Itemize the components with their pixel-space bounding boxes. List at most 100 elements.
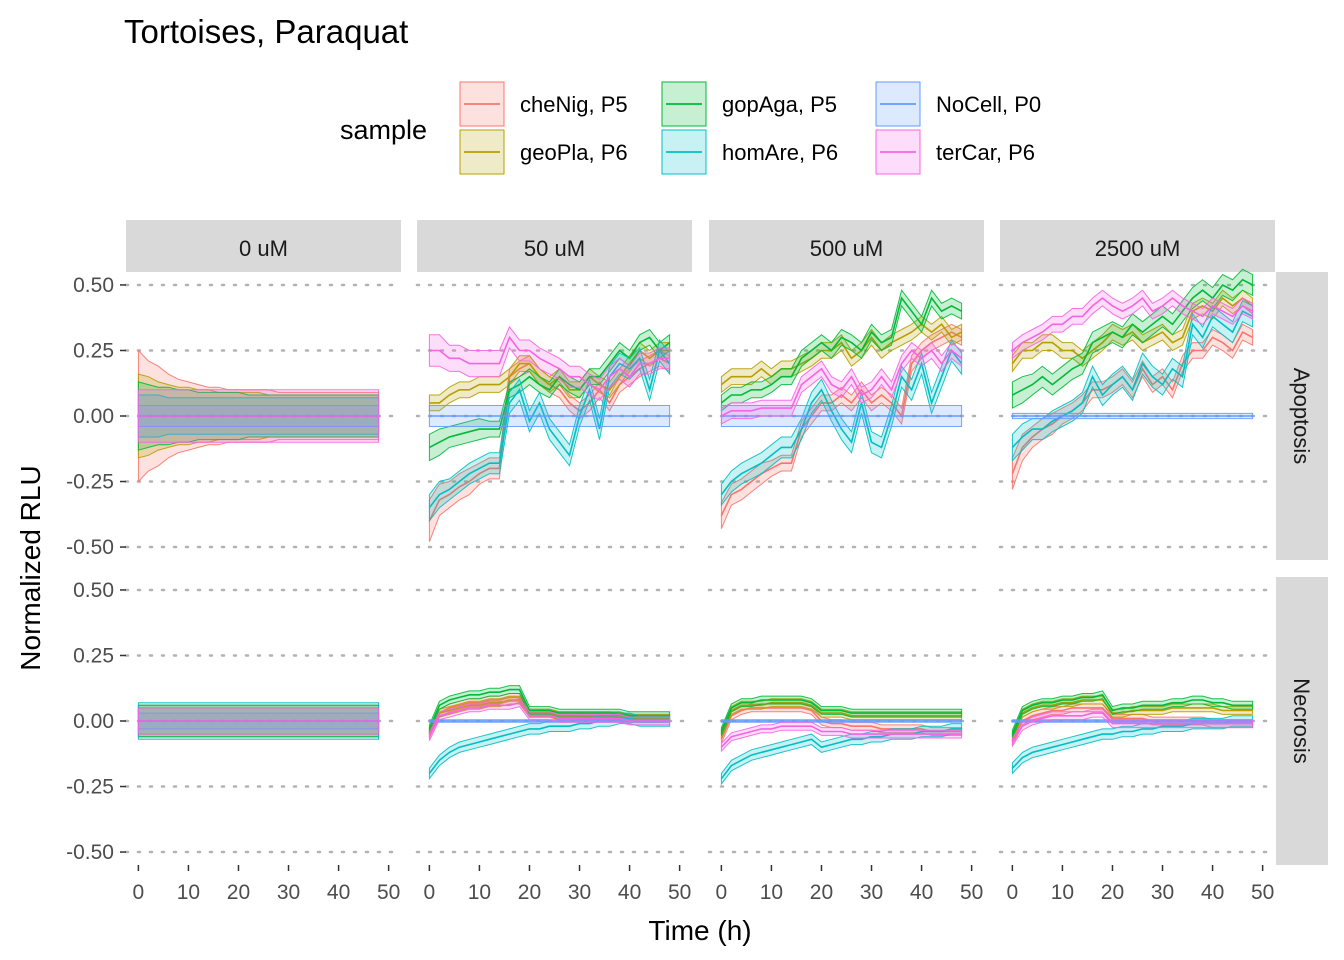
y-tick-label: -0.50 [66, 536, 114, 559]
line-homare-p6 [720, 728, 962, 780]
x-tick-label: 10 [177, 881, 200, 904]
x-tick-label: 0 [424, 881, 436, 904]
x-tick-label: 30 [860, 881, 883, 904]
chart-title: Tortoises, Paraquat [124, 13, 408, 50]
legend-label: NoCell, P0 [936, 92, 1041, 117]
ribbon-tercar-p6 [720, 721, 963, 753]
line-tercar-p6 [428, 701, 670, 738]
legend-item-nocell-p0: NoCell, P0 [875, 81, 1041, 127]
series-nocell-p0 [720, 405, 963, 427]
legend-title: sample [340, 115, 427, 145]
line-geopla-p6 [1011, 699, 1253, 738]
x-tick-label: 0 [1007, 881, 1019, 904]
y-tick-label: -0.50 [66, 841, 114, 864]
x-tick-label: 20 [227, 881, 250, 904]
ribbon-gopaga-p5 [1011, 268, 1254, 409]
x-tick-label: 30 [1151, 881, 1174, 904]
legend-entries: cheNig, P5 geoPla, P6 gopAga, P5 homAre, P6… [459, 81, 1041, 175]
line-chenig-p5 [720, 707, 962, 740]
ribbon-geopla-p6 [720, 315, 963, 394]
series-tercar-p6 [137, 389, 380, 443]
series-tercar-p6 [720, 721, 963, 753]
x-tick-label: 30 [568, 881, 591, 904]
panel-0-um-necrosis [124, 588, 403, 854]
line-tercar-p6 [1011, 296, 1253, 352]
series-nocell-p0 [1011, 412, 1254, 420]
legend-item-homare-p6: homAre, P6 [661, 129, 838, 175]
x-tick-label: 40 [618, 881, 641, 904]
series-gopaga-p5 [720, 695, 963, 736]
legend-label: homAre, P6 [722, 140, 838, 165]
series-tercar-p6 [428, 325, 671, 401]
ribbon-chenig-p5 [720, 323, 963, 529]
series-nocell-p0 [428, 405, 671, 427]
panel-50-um-apoptosis [415, 283, 694, 549]
line-gopaga-p5 [428, 688, 670, 730]
ribbon-tercar-p6 [428, 698, 671, 741]
x-tick-label: 10 [468, 881, 491, 904]
strip-label-500-um: 500 uM [810, 236, 883, 261]
series-nocell-p0 [720, 719, 963, 723]
x-tick-label: 40 [910, 881, 933, 904]
x-tick-label: 30 [277, 881, 300, 904]
strip-label-2500-um: 2500 uM [1095, 236, 1181, 261]
legend-item-chenig-p5: cheNig, P5 [459, 81, 628, 127]
x-tick-label: 40 [1201, 881, 1224, 904]
series-tercar-p6 [720, 341, 963, 425]
x-tick-label: 0 [716, 881, 728, 904]
line-gopaga-p5 [720, 296, 962, 404]
line-tercar-p6 [721, 349, 963, 417]
strip-50-um [417, 220, 692, 272]
x-tick-label: 20 [810, 881, 833, 904]
series-tercar-p6 [428, 698, 671, 741]
ribbon-gopaga-p5 [720, 695, 963, 736]
strip-label-apoptosis: Apoptosis [1289, 368, 1314, 465]
series-tercar-p6 [137, 707, 380, 735]
x-tick-label: 50 [668, 881, 691, 904]
series-tercar-p6 [1011, 289, 1254, 360]
x-tick-label: 0 [133, 881, 145, 904]
strip-label-50-um: 50 uM [524, 236, 585, 261]
line-homare-p6 [428, 348, 671, 509]
facet-column-strips: 0 uM 50 uM 500 uM 2500 uM [126, 220, 1275, 272]
series-nocell-p0 [428, 719, 671, 723]
panel-500-um-necrosis [707, 588, 986, 854]
y-tick-label: 0.25 [73, 339, 114, 362]
legend-label: terCar, P6 [936, 140, 1035, 165]
y-axis-title: Normalized RLU [15, 465, 46, 670]
panel-2500-um-apoptosis [998, 268, 1277, 549]
strip-500-um [709, 220, 984, 272]
line-tercar-p6 [1011, 712, 1253, 743]
series-homare-p6 [720, 338, 963, 507]
line-tercar-p6 [429, 335, 670, 391]
x-tick-label: 20 [518, 881, 541, 904]
ribbon-gopaga-p5 [1011, 690, 1254, 739]
strip-apoptosis [1276, 272, 1328, 560]
line-homare-p6 [720, 348, 963, 496]
strip-label-necrosis: Necrosis [1289, 678, 1314, 764]
panel-0-um-apoptosis [124, 283, 403, 549]
line-homare-p6 [428, 717, 670, 774]
line-gopaga-p5 [720, 699, 962, 732]
facet-row-strips: Apoptosis Necrosis [1276, 272, 1328, 865]
x-axis: 0 10 20 30 40 50 0 10 20 30 40 50 0 10 20 30 40 50 0 10 20 30… [133, 865, 1274, 904]
line-tercar-p6 [720, 725, 962, 748]
line-homare-p6 [1011, 310, 1253, 448]
y-tick-label: -0.25 [66, 471, 114, 494]
series-tercar-p6 [1011, 708, 1254, 748]
x-axis-title: Time (h) [648, 915, 751, 946]
y-tick-label: -0.25 [66, 776, 114, 799]
y-tick-label: 0.50 [73, 579, 114, 602]
y-tick-label: 0.00 [73, 405, 114, 428]
legend-label: geoPla, P6 [520, 140, 628, 165]
strip-0-um [126, 220, 401, 272]
series-gopaga-p5 [720, 289, 963, 412]
series-homare-p6 [1011, 300, 1254, 462]
x-tick-label: 20 [1101, 881, 1124, 904]
panel-50-um-necrosis [415, 588, 694, 854]
y-tick-label: 0.00 [73, 710, 114, 733]
legend: sample cheNig, P5 geoPla, P6 gopAga, P5 hom… [340, 81, 1041, 175]
strip-2500-um [1000, 220, 1275, 272]
y-tick-label: 0.50 [73, 274, 114, 297]
